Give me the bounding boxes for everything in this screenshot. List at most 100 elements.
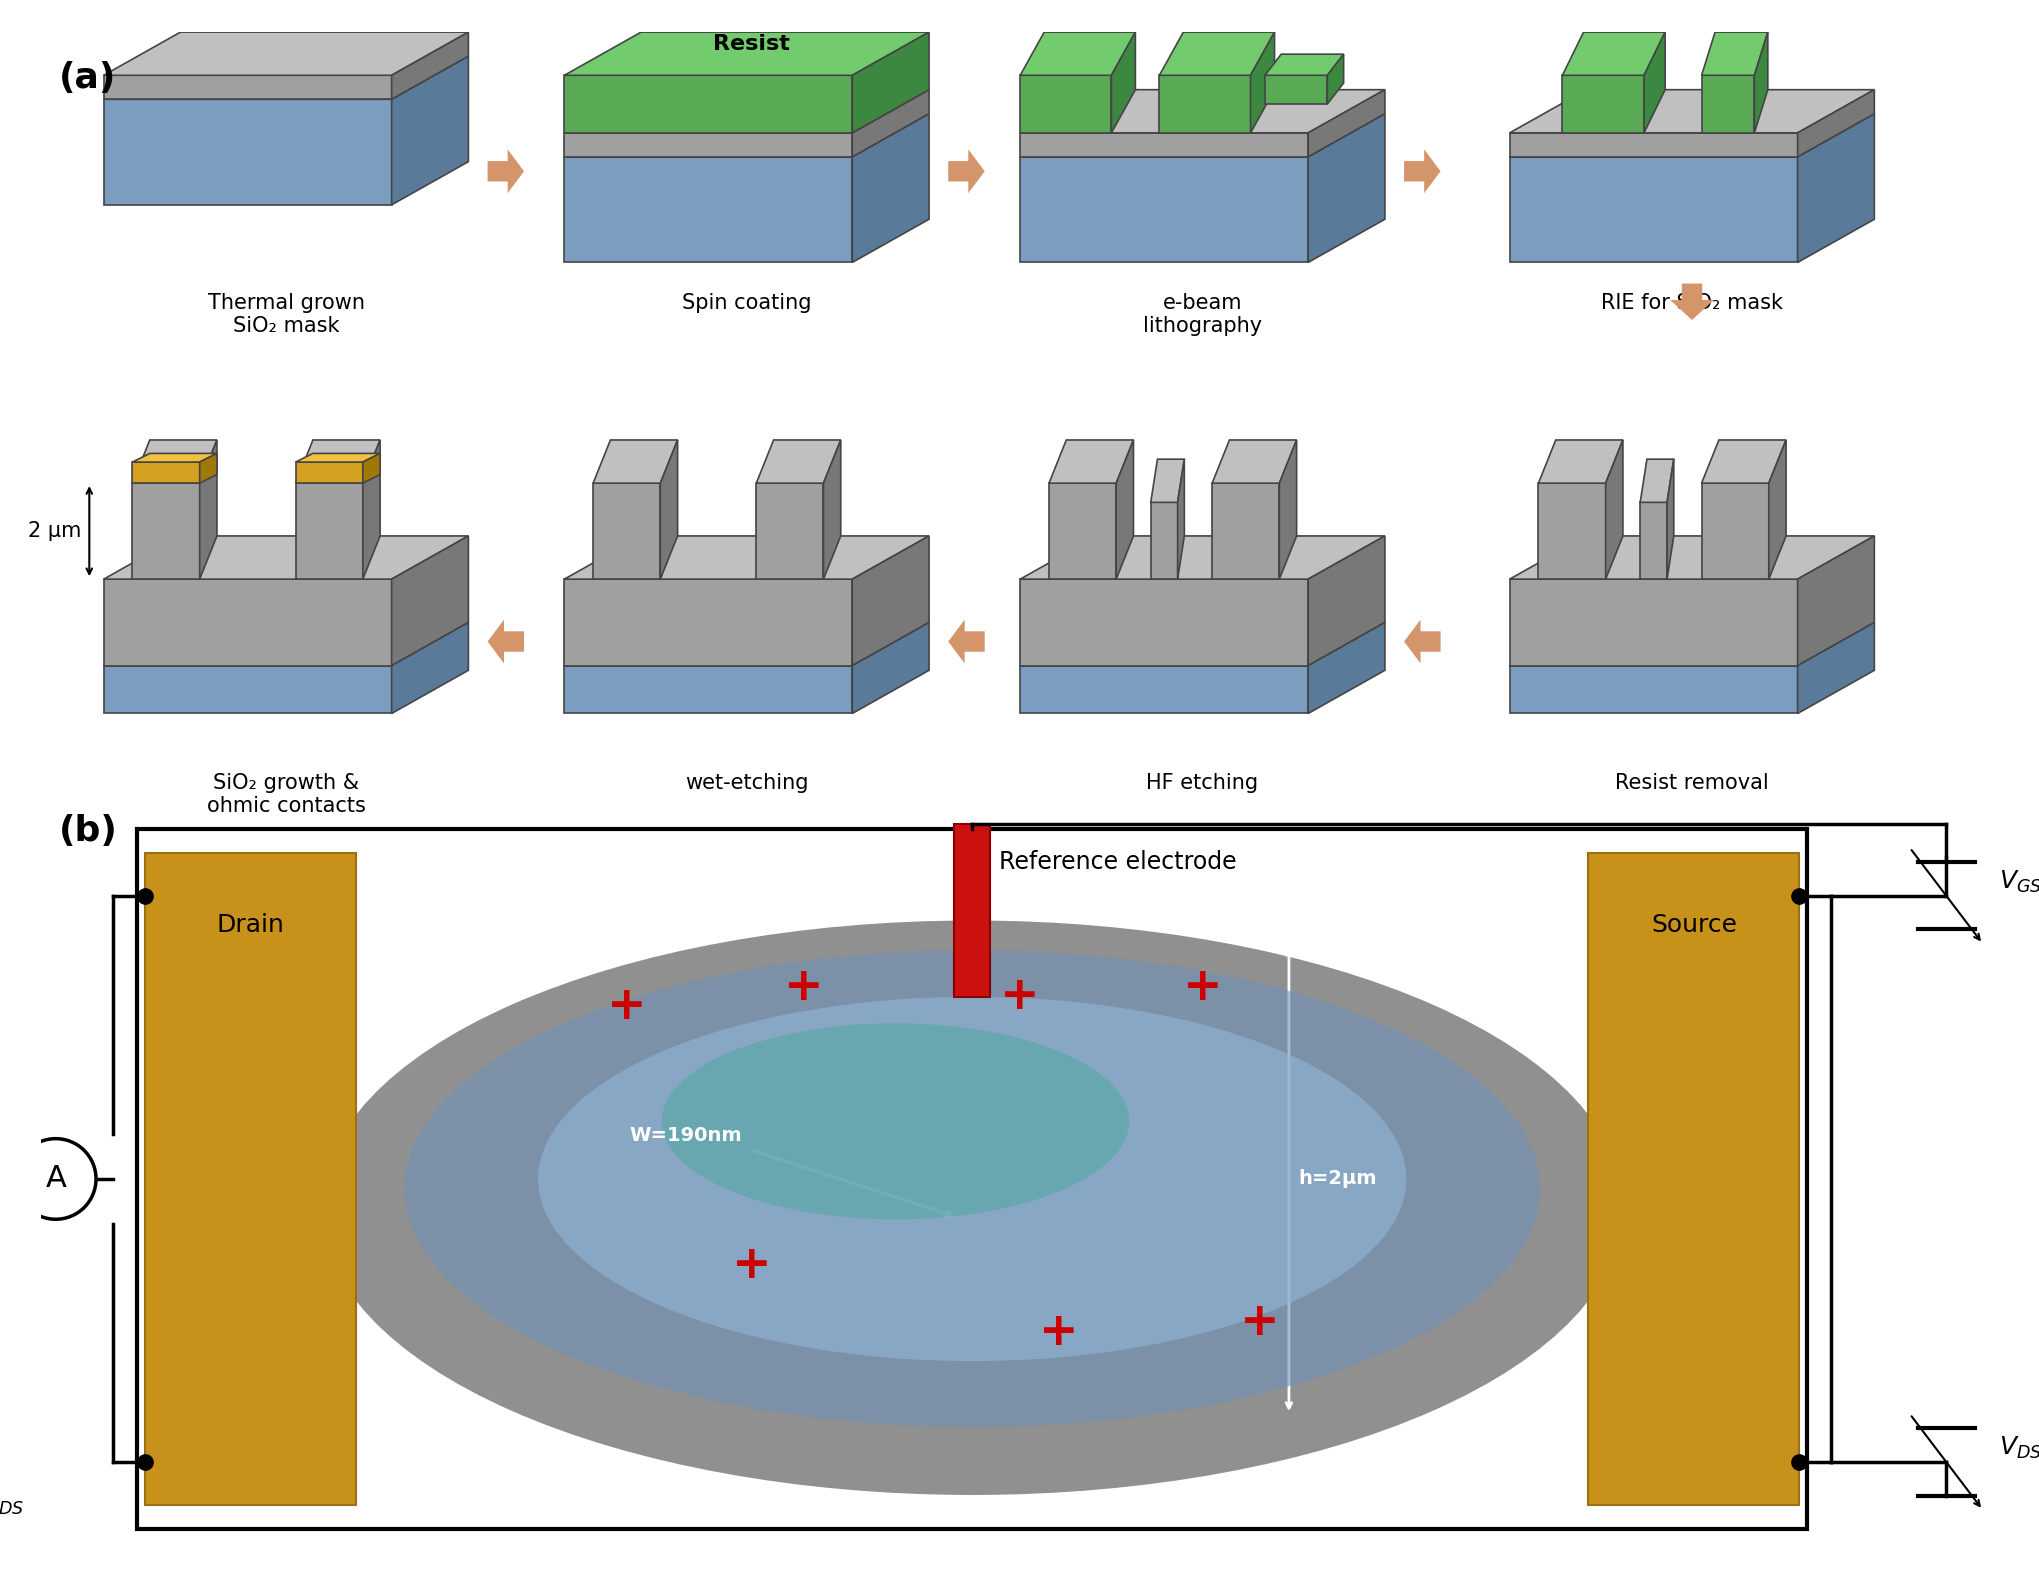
Polygon shape — [565, 114, 928, 157]
Polygon shape — [133, 483, 200, 580]
Polygon shape — [1020, 90, 1384, 133]
Text: A: A — [45, 1164, 65, 1193]
Text: 2 μm: 2 μm — [29, 521, 82, 542]
Polygon shape — [1020, 580, 1307, 665]
Polygon shape — [1796, 623, 1874, 713]
Text: $V_{DS}$: $V_{DS}$ — [1998, 1435, 2039, 1460]
Polygon shape — [1264, 54, 1344, 76]
Polygon shape — [1754, 32, 1768, 133]
Polygon shape — [391, 535, 469, 665]
Polygon shape — [1509, 133, 1796, 157]
Polygon shape — [1020, 32, 1136, 76]
Polygon shape — [363, 440, 379, 580]
Polygon shape — [296, 440, 379, 483]
Ellipse shape — [320, 920, 1623, 1495]
Polygon shape — [200, 453, 216, 483]
Polygon shape — [756, 440, 840, 483]
Polygon shape — [1509, 623, 1874, 665]
Polygon shape — [1796, 535, 1874, 665]
Polygon shape — [1307, 535, 1384, 665]
Text: (a): (a) — [59, 60, 116, 95]
Polygon shape — [565, 665, 852, 713]
Polygon shape — [1020, 133, 1307, 157]
Polygon shape — [1307, 623, 1384, 713]
Polygon shape — [1666, 459, 1672, 580]
Text: +: + — [1183, 965, 1221, 1009]
Polygon shape — [1327, 54, 1344, 105]
Polygon shape — [1701, 76, 1754, 133]
Polygon shape — [1020, 665, 1307, 713]
Polygon shape — [1796, 90, 1874, 157]
Polygon shape — [1020, 114, 1384, 157]
Polygon shape — [1670, 284, 1713, 320]
Ellipse shape — [661, 1023, 1130, 1220]
Polygon shape — [133, 453, 216, 463]
Polygon shape — [1158, 32, 1274, 76]
Text: $V_{GS}$: $V_{GS}$ — [1998, 868, 2039, 895]
Polygon shape — [565, 157, 852, 263]
Polygon shape — [104, 623, 469, 665]
Text: Drain: Drain — [216, 912, 283, 936]
Polygon shape — [1115, 440, 1134, 580]
Polygon shape — [1307, 90, 1384, 157]
Polygon shape — [1177, 459, 1185, 580]
Polygon shape — [565, 535, 928, 580]
Polygon shape — [1768, 440, 1786, 580]
Polygon shape — [391, 623, 469, 713]
Polygon shape — [1020, 76, 1111, 133]
Polygon shape — [104, 100, 391, 204]
Polygon shape — [1020, 623, 1384, 665]
Polygon shape — [565, 580, 852, 665]
Polygon shape — [1150, 459, 1185, 502]
Polygon shape — [1403, 619, 1440, 664]
Text: SiO₂ growth &
ohmic contacts: SiO₂ growth & ohmic contacts — [206, 773, 365, 816]
Text: Resist: Resist — [714, 35, 789, 54]
Polygon shape — [1278, 440, 1297, 580]
Polygon shape — [363, 453, 379, 483]
Polygon shape — [1701, 483, 1768, 580]
Polygon shape — [1509, 580, 1796, 665]
Polygon shape — [1639, 459, 1672, 502]
Polygon shape — [104, 55, 469, 100]
Text: +: + — [999, 974, 1040, 1019]
Polygon shape — [1211, 440, 1297, 483]
Polygon shape — [391, 55, 469, 204]
Bar — [145, 852, 357, 1505]
Polygon shape — [200, 440, 216, 580]
Text: W=190nm: W=190nm — [628, 1126, 742, 1145]
Polygon shape — [104, 32, 469, 76]
Text: +: + — [608, 984, 646, 1028]
Text: $I_{DS}$: $I_{DS}$ — [0, 1491, 24, 1517]
Polygon shape — [1111, 32, 1136, 133]
Polygon shape — [1562, 32, 1664, 76]
Polygon shape — [133, 440, 216, 483]
Polygon shape — [565, 76, 852, 133]
Polygon shape — [1020, 535, 1384, 580]
Polygon shape — [1796, 114, 1874, 263]
Ellipse shape — [404, 950, 1539, 1427]
Text: +: + — [732, 1243, 771, 1288]
Polygon shape — [824, 440, 840, 580]
Polygon shape — [1250, 32, 1274, 133]
Polygon shape — [661, 440, 677, 580]
Polygon shape — [948, 619, 985, 664]
Polygon shape — [1048, 440, 1134, 483]
Polygon shape — [565, 133, 852, 157]
Polygon shape — [487, 619, 524, 664]
Polygon shape — [1307, 114, 1384, 263]
Bar — [954, 824, 991, 996]
Polygon shape — [1020, 157, 1307, 263]
Polygon shape — [391, 32, 469, 100]
Polygon shape — [565, 623, 928, 665]
Polygon shape — [296, 463, 363, 483]
Polygon shape — [1701, 32, 1768, 76]
Text: Spin coating: Spin coating — [681, 293, 812, 314]
Polygon shape — [1403, 149, 1440, 193]
Polygon shape — [104, 665, 391, 713]
Polygon shape — [1537, 440, 1623, 483]
Polygon shape — [296, 483, 363, 580]
Polygon shape — [852, 623, 928, 713]
Polygon shape — [296, 453, 379, 463]
Polygon shape — [565, 90, 928, 133]
Text: wet-etching: wet-etching — [685, 773, 807, 794]
